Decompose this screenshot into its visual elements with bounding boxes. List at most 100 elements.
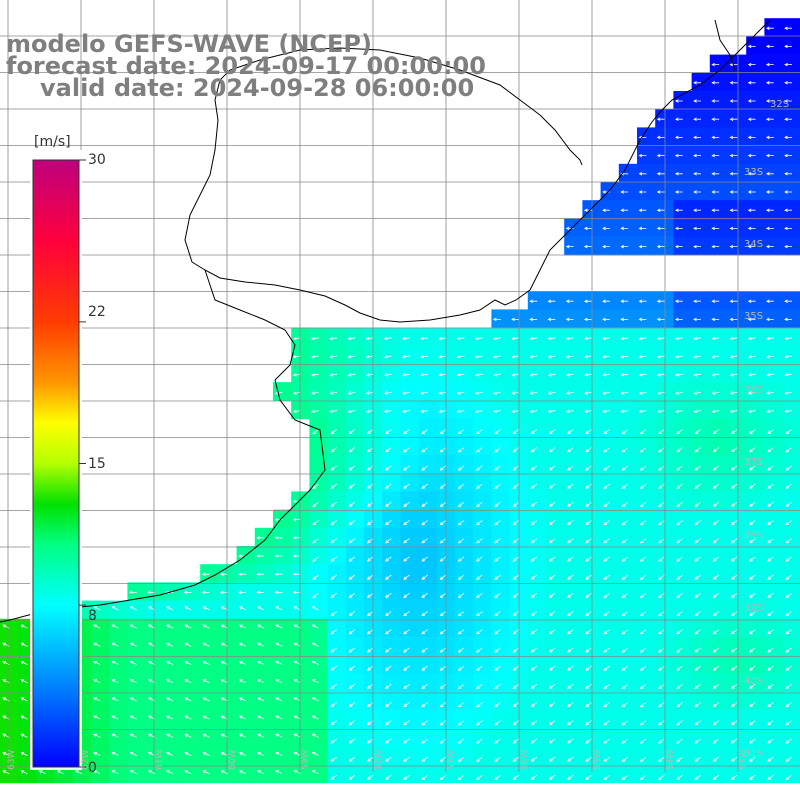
- wind-arrow: [383, 409, 392, 414]
- wind-cell: [600, 527, 620, 547]
- wind-cell: [673, 691, 693, 711]
- wind-arrow: [730, 538, 738, 544]
- wind-cell: [673, 327, 693, 347]
- wind-cell: [273, 546, 292, 565]
- wind-cell: [400, 746, 420, 765]
- wind-arrow: [438, 373, 447, 377]
- wind-cell: [728, 473, 747, 492]
- wind-cell: [345, 764, 365, 784]
- wind-arrow: [329, 336, 338, 341]
- wind-arrow: [530, 665, 538, 671]
- wind-arrow: [567, 756, 574, 762]
- wind-cell: [400, 582, 420, 602]
- wind-arrow: [675, 354, 683, 359]
- wind-cell: [546, 345, 565, 365]
- wind-cell: [709, 673, 729, 693]
- wind-arrow: [711, 391, 720, 395]
- wind-arrow: [729, 244, 738, 249]
- wind-arrow: [784, 99, 792, 103]
- wind-cell: [91, 618, 110, 638]
- wind-arrow: [476, 683, 483, 690]
- wind-arrow: [129, 752, 137, 756]
- wind-arrow: [585, 756, 592, 762]
- wind-cell: [691, 509, 711, 529]
- wind-arrow: [602, 190, 610, 194]
- wind-arrow: [638, 226, 647, 231]
- wind-arrow: [93, 770, 101, 775]
- wind-arrow: [312, 556, 319, 562]
- wind-arrow: [311, 391, 319, 395]
- wind-cell: [0, 764, 19, 784]
- wind-arrow: [548, 774, 556, 781]
- wind-arrow: [711, 244, 720, 249]
- wind-cell: [782, 36, 800, 56]
- wind-arrow: [421, 738, 428, 744]
- wind-cell: [764, 182, 784, 201]
- coastlines: [0, 19, 771, 623]
- wind-arrow: [711, 153, 720, 158]
- wind-arrow: [694, 574, 701, 580]
- wind-arrow: [747, 391, 756, 395]
- wind-arrow: [20, 642, 28, 647]
- wind-arrow: [529, 373, 538, 377]
- wind-arrow: [166, 606, 174, 611]
- wind-cell: [291, 564, 310, 583]
- wind-cell: [600, 637, 620, 656]
- wind-cell: [746, 163, 765, 183]
- wind-cell: [273, 673, 292, 693]
- wind-cell: [673, 163, 693, 183]
- wind-cell: [728, 618, 747, 638]
- wind-cell: [764, 54, 784, 74]
- wind-cell: [673, 382, 693, 401]
- wind-arrow: [675, 409, 683, 414]
- wind-arrow: [658, 483, 665, 489]
- wind-cell: [691, 400, 711, 420]
- wind-cell: [182, 600, 201, 620]
- wind-cell: [691, 309, 711, 329]
- wind-arrow: [620, 336, 629, 341]
- wind-arrow: [75, 770, 83, 775]
- wind-arrow: [111, 679, 119, 684]
- wind-arrow: [548, 647, 556, 653]
- wind-cell: [746, 145, 765, 165]
- wind-arrow: [348, 683, 356, 690]
- wind-cell: [309, 400, 329, 420]
- wind-arrow: [166, 697, 174, 702]
- wind-arrow: [512, 683, 519, 690]
- wind-cell: [291, 400, 310, 420]
- wind-cell: [673, 364, 693, 383]
- wind-cell: [782, 72, 800, 92]
- wind-arrow: [694, 465, 701, 471]
- wind-arrow: [638, 317, 647, 322]
- wind-arrow: [747, 317, 756, 322]
- wind-arrow: [639, 683, 647, 690]
- wind-cell: [345, 728, 365, 747]
- wind-cell: [309, 709, 329, 729]
- wind-cell: [200, 600, 219, 620]
- wind-arrow: [512, 702, 519, 708]
- wind-cell: [546, 436, 565, 456]
- wind-arrow: [603, 465, 610, 471]
- wind-arrow: [385, 702, 392, 708]
- wind-arrow: [694, 611, 701, 617]
- wind-arrow: [548, 702, 556, 708]
- wind-arrow: [767, 756, 774, 762]
- wind-arrow: [128, 590, 137, 595]
- wind-cell: [673, 200, 693, 219]
- wind-arrow: [638, 299, 647, 303]
- wind-arrow: [747, 336, 756, 341]
- wind-arrow: [565, 354, 574, 359]
- wind-cell: [728, 327, 747, 347]
- wind-cell: [764, 309, 784, 329]
- wind-arrow: [730, 665, 738, 671]
- wind-cell: [709, 418, 729, 438]
- wind-arrow: [111, 606, 119, 611]
- wind-arrow: [311, 336, 319, 341]
- wind-arrow: [202, 715, 210, 720]
- wind-cell: [109, 618, 128, 638]
- wind-cell: [600, 673, 620, 693]
- wind-cell: [637, 327, 656, 347]
- wind-arrow: [765, 44, 774, 49]
- wind-cell: [564, 236, 583, 256]
- wind-cell: [709, 691, 729, 711]
